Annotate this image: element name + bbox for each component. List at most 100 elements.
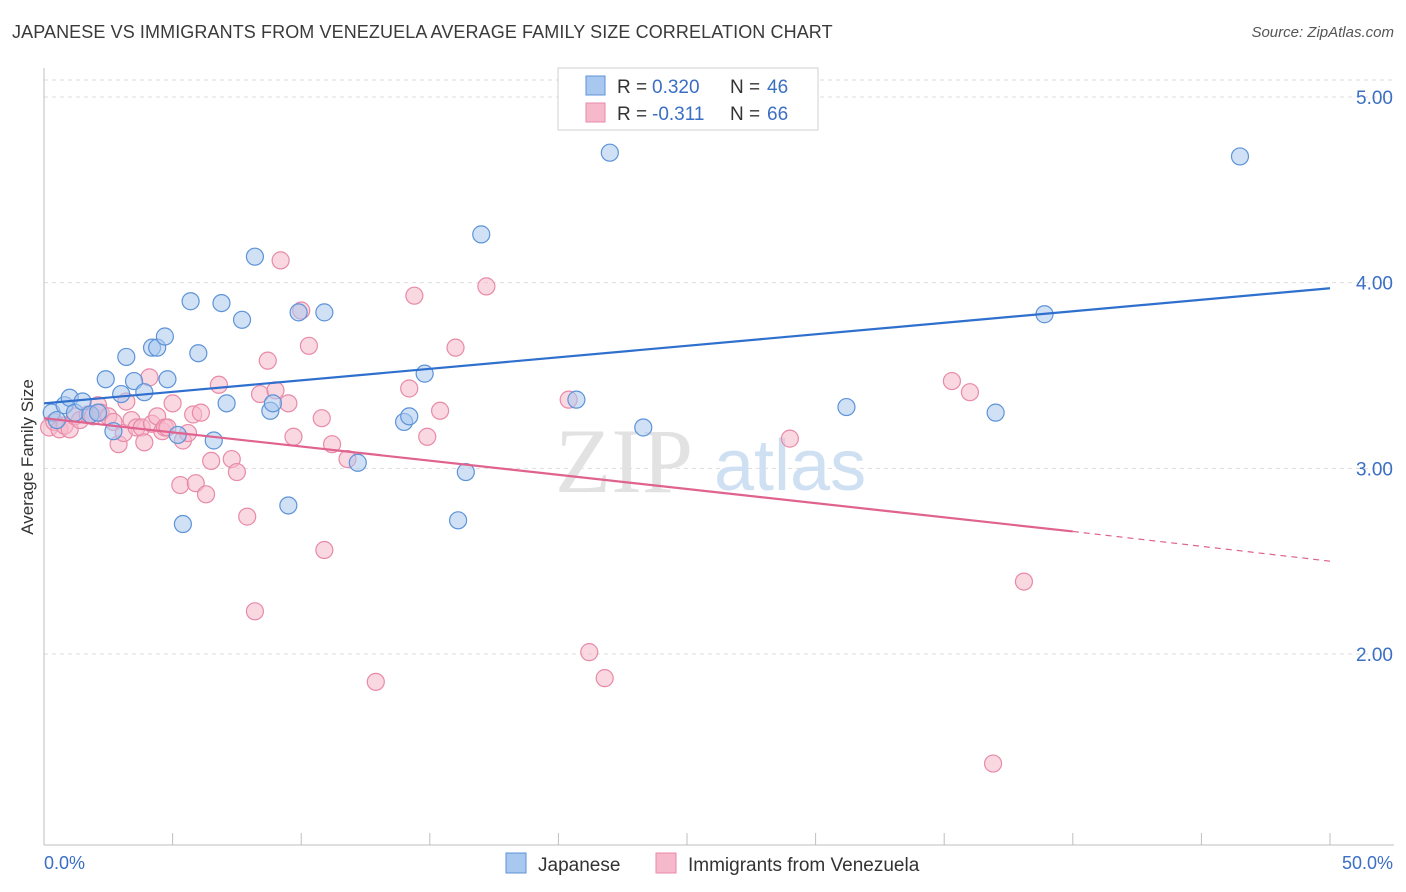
stats-legend: R = 0.320 N = 46 R = -0.311 N = 66: [557, 67, 819, 131]
japanese-point: [204, 431, 223, 450]
y-axis-title: Average Family Size: [18, 379, 37, 535]
bottom-legend-swatch-japanese: [505, 852, 527, 874]
japanese-point: [181, 292, 200, 311]
japanese-point: [96, 370, 115, 389]
y-tick-labels: 2.00 3.00 4.00 5.00: [1356, 88, 1393, 666]
japanese-point: [168, 425, 187, 445]
venezuela-point: [315, 540, 334, 560]
venezuela-point: [196, 485, 216, 504]
venezuela-point: [238, 507, 257, 526]
japanese-point: [348, 453, 367, 472]
venezuela-point: [400, 379, 419, 398]
japanese-point: [88, 403, 108, 422]
legend-r-value-2: -0.311: [652, 104, 704, 125]
chart-title: JAPANESE VS IMMIGRANTS FROM VENEZUELA AV…: [12, 22, 833, 42]
axes: [43, 68, 1394, 846]
venezuela-point: [405, 286, 424, 305]
y-tick-label: 3.00: [1356, 459, 1393, 480]
japanese-point: [279, 496, 298, 515]
venezuela-point: [446, 338, 465, 357]
bottom-legend: Japanese Immigrants from Venezuela: [505, 852, 920, 876]
japanese-point: [600, 143, 619, 162]
trend-line-venezuela-extension: [1072, 530, 1331, 562]
venezuela-point: [135, 433, 154, 452]
venezuela-point: [960, 383, 980, 402]
japanese-point: [400, 407, 419, 426]
japanese-point: [263, 394, 283, 413]
japanese-point: [472, 225, 491, 244]
japanese-point: [124, 371, 144, 391]
japanese-point: [289, 303, 308, 322]
japanese-point: [117, 347, 136, 367]
venezuela-point: [580, 643, 599, 662]
venezuela-point: [299, 336, 319, 355]
venezuela-point: [279, 394, 298, 413]
venezuela-point: [284, 427, 303, 446]
japanese-point: [245, 247, 265, 266]
venezuela-point: [780, 429, 799, 448]
legend-r-label-1: R =: [617, 77, 647, 98]
japanese-point: [837, 397, 856, 417]
japanese-point: [232, 310, 252, 329]
venezuela-point: [163, 394, 182, 413]
venezuela-point: [227, 462, 246, 482]
venezuela-point: [202, 451, 221, 471]
y-tick-label: 5.00: [1356, 88, 1393, 109]
series-venezuela-points: [40, 251, 1034, 773]
x-tick-label-max: 50.0%: [1342, 853, 1393, 873]
venezuela-point: [477, 277, 496, 296]
x-tick-label-min: 0.0%: [44, 853, 85, 873]
venezuela-point: [171, 475, 190, 495]
japanese-point: [173, 514, 192, 534]
venezuela-point: [1014, 572, 1034, 591]
legend-swatch-japanese: [585, 75, 606, 96]
grid-lines: [44, 79, 1394, 655]
venezuela-point: [595, 669, 614, 688]
japanese-point: [112, 384, 131, 404]
venezuela-point: [418, 427, 437, 446]
venezuela-point: [430, 401, 450, 420]
japanese-point: [634, 418, 653, 437]
japanese-point: [135, 383, 154, 402]
bottom-legend-venezuela: Immigrants from Venezuela: [688, 855, 920, 876]
japanese-point: [155, 327, 174, 346]
venezuela-point: [186, 474, 205, 493]
y-tick-label: 2.00: [1356, 645, 1393, 666]
venezuela-point: [209, 375, 228, 394]
venezuela-point: [366, 672, 385, 691]
x-ticks: [43, 833, 1331, 845]
legend-n-label-2: N =: [730, 104, 760, 125]
watermark: ZIP atlas: [555, 410, 866, 512]
japanese-point: [217, 394, 236, 413]
watermark-zip: ZIP: [555, 410, 693, 512]
y-tick-label: 4.00: [1356, 274, 1393, 295]
venezuela-point: [258, 351, 277, 370]
japanese-point: [567, 390, 586, 409]
bottom-legend-swatch-venezuela: [655, 852, 677, 874]
legend-r-label-2: R =: [617, 104, 647, 125]
venezuela-point: [191, 403, 210, 422]
venezuela-point: [942, 371, 962, 391]
trend-line-japanese: [43, 287, 1331, 405]
venezuela-point: [312, 409, 331, 428]
japanese-point: [448, 511, 468, 530]
legend-r-value-1: 0.320: [652, 77, 700, 98]
trend-lines: [43, 287, 1331, 562]
japanese-point: [158, 370, 177, 389]
japanese-point: [189, 344, 208, 363]
japanese-point: [212, 293, 231, 313]
japanese-point: [315, 303, 334, 322]
bottom-legend-japanese: Japanese: [538, 855, 620, 876]
venezuela-point: [245, 602, 265, 621]
japanese-point: [986, 403, 1005, 422]
venezuela-point: [983, 754, 1003, 773]
legend-swatch-venezuela: [585, 102, 606, 123]
japanese-point: [1230, 147, 1250, 166]
legend-n-value-2: 66: [767, 104, 788, 125]
legend-n-value-1: 46: [767, 77, 788, 98]
venezuela-point: [271, 251, 290, 270]
legend-n-label-1: N =: [730, 77, 760, 98]
source-label: Source: ZipAtlas.com: [1251, 24, 1394, 41]
trend-line-venezuela: [43, 417, 1073, 533]
